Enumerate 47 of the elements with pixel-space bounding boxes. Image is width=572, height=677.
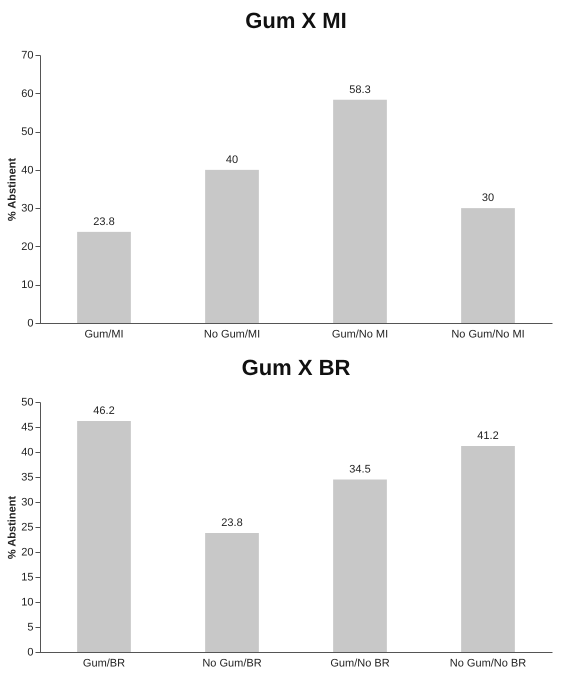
x-tick-label: No Gum/No BR xyxy=(450,658,526,670)
data-label: 41.2 xyxy=(477,430,499,442)
y-axis-title: % Abstinent xyxy=(6,496,18,560)
y-tick-label: 50 xyxy=(21,126,34,138)
chart-title: Gum X BR xyxy=(242,355,350,380)
bar xyxy=(205,170,259,323)
y-tick-label: 5 xyxy=(27,622,34,634)
y-tick-label: 30 xyxy=(21,496,34,508)
y-axis-title: % Abstinent xyxy=(6,158,18,222)
data-label: 46.2 xyxy=(93,405,115,417)
y-tick-label: 35 xyxy=(21,472,34,484)
y-tick-label: 60 xyxy=(21,88,34,100)
y-tick-label: 20 xyxy=(21,546,34,558)
data-label: 58.3 xyxy=(349,84,371,96)
x-tick-label: Gum/No BR xyxy=(330,658,390,670)
y-tick-label: 0 xyxy=(27,318,34,330)
y-tick-label: 0 xyxy=(27,646,34,658)
y-tick-label: 10 xyxy=(21,596,34,608)
bar xyxy=(77,232,131,323)
data-label: 34.5 xyxy=(349,464,371,476)
data-label: 23.8 xyxy=(93,216,115,228)
y-tick-label: 10 xyxy=(21,279,34,292)
y-tick-label: 40 xyxy=(21,446,34,458)
bar xyxy=(205,533,259,652)
y-tick-label: 45 xyxy=(21,422,34,434)
x-tick-label: No Gum/MI xyxy=(204,328,260,340)
y-tick-label: 20 xyxy=(21,240,34,253)
x-tick-label: Gum/MI xyxy=(84,328,124,340)
bar xyxy=(461,208,515,323)
x-tick-label: No Gum/No MI xyxy=(451,328,525,340)
bar xyxy=(461,446,515,652)
y-tick-label: 15 xyxy=(21,572,34,584)
x-tick-label: Gum/BR xyxy=(82,658,126,670)
data-label: 40 xyxy=(226,154,238,166)
y-tick-label: 70 xyxy=(21,50,34,62)
y-tick-label: 50 xyxy=(21,396,34,408)
bar xyxy=(333,480,387,652)
chart-title: Gum X MI xyxy=(245,8,347,33)
y-tick-label: 40 xyxy=(21,164,34,176)
y-tick-label: 30 xyxy=(21,202,34,215)
x-tick-label: Gum/No MI xyxy=(332,328,388,340)
bar xyxy=(77,421,131,652)
bar xyxy=(333,100,387,323)
data-label: 30 xyxy=(482,192,494,204)
y-tick-label: 25 xyxy=(21,522,34,534)
x-tick-label: No Gum/BR xyxy=(202,658,262,670)
data-label: 23.8 xyxy=(221,517,243,529)
